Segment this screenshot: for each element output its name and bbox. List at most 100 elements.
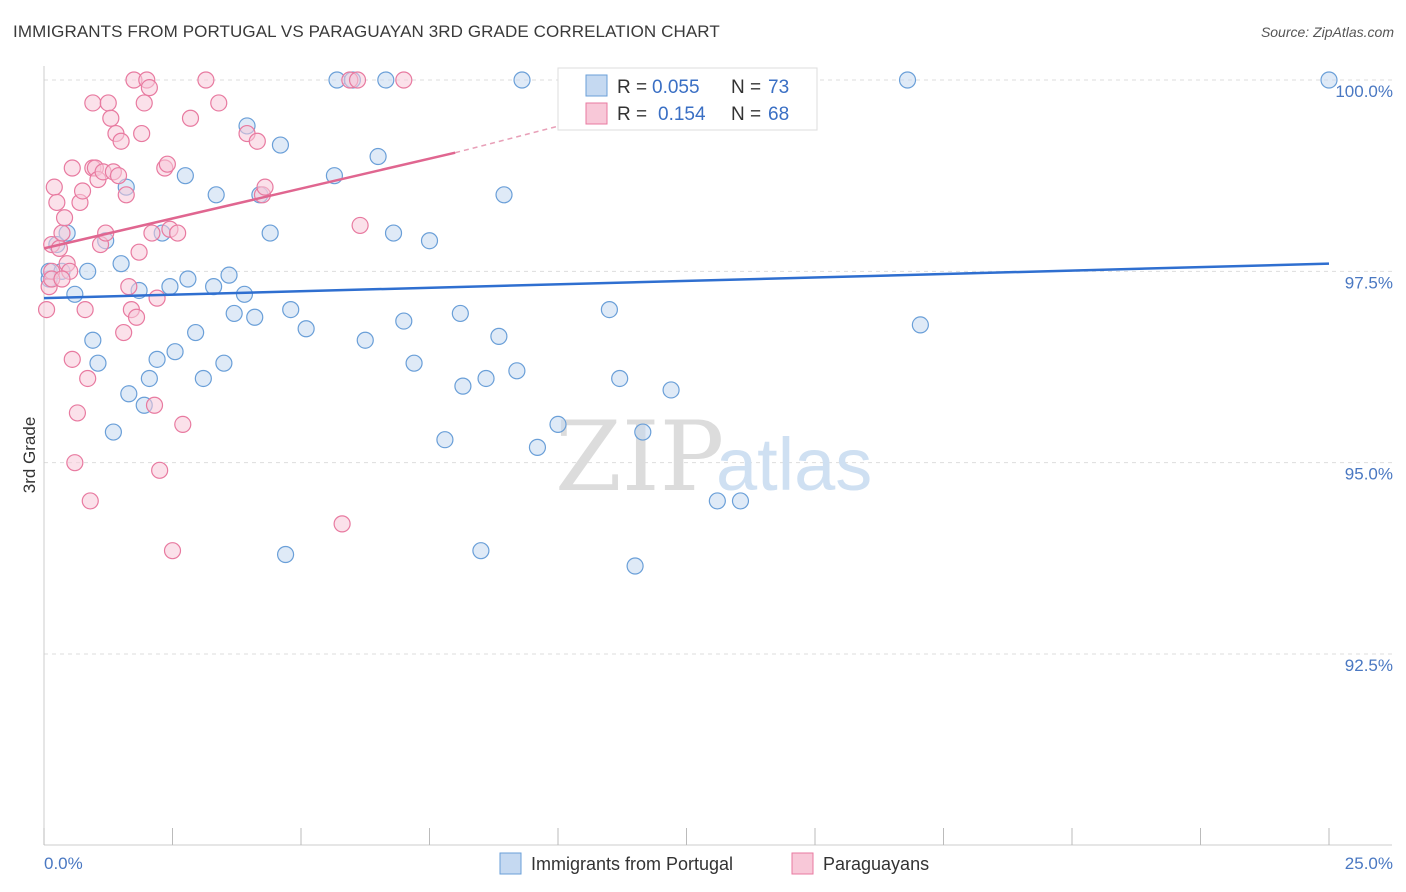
point-s0-66	[731, 492, 750, 510]
point-s1-54	[181, 109, 200, 127]
point-s1-43	[140, 79, 158, 97]
point-s1-52	[169, 224, 187, 242]
legend-r-value-2: 0.154	[658, 104, 706, 125]
legend-swatch-portugal	[585, 74, 608, 97]
point-s1-18	[79, 369, 97, 388]
point-s0-46	[395, 312, 413, 330]
point-s1-51	[163, 542, 182, 560]
point-s0-57	[513, 71, 531, 89]
point-s0-48	[420, 232, 439, 250]
point-s1-4	[45, 178, 63, 196]
point-s1-12	[63, 159, 81, 177]
point-s0-24	[194, 369, 212, 388]
y-tick-label-2: 95.0%	[1345, 465, 1393, 484]
point-s0-13	[120, 385, 138, 403]
point-s1-38	[127, 308, 146, 326]
point-s1-60	[256, 178, 274, 196]
point-s0-61	[611, 369, 629, 388]
point-s0-28	[220, 266, 238, 284]
point-s0-59	[549, 415, 567, 433]
series-legend-swatch-paraguayans	[791, 852, 814, 875]
legend-r-label-1: R =	[617, 77, 647, 98]
chart-source: Source: ZipAtlas.com	[1260, 24, 1394, 40]
point-s0-6	[79, 262, 97, 280]
point-s1-28	[102, 109, 120, 127]
point-s0-69	[911, 316, 929, 334]
point-s0-49	[436, 431, 454, 449]
point-s0-8	[89, 354, 107, 372]
y-axis-label: 3rd Grade	[20, 417, 39, 494]
chart-title: IMMIGRANTS FROM PORTUGAL VS PARAGUAYAN 3…	[13, 22, 720, 41]
point-s1-47	[151, 461, 169, 479]
point-s0-64	[662, 381, 680, 399]
point-s0-44	[377, 71, 395, 89]
point-s1-16	[73, 182, 92, 200]
trend-line-0	[43, 262, 1330, 300]
watermark: ZIP atlas	[555, 401, 872, 513]
point-s0-55	[495, 186, 513, 204]
y-tick-label-0: 100.0%	[1335, 82, 1393, 101]
legend-r-label-2: R =	[617, 104, 647, 125]
point-s1-33	[115, 323, 133, 342]
y-tick-label-1: 97.5%	[1345, 273, 1393, 292]
legend-swatch-paraguayans	[585, 102, 608, 125]
point-s0-32	[246, 308, 264, 326]
legend: R = 0.055 N = 73 R = 0.154 N = 68	[557, 67, 818, 131]
point-s1-53	[174, 415, 192, 433]
point-s1-21	[84, 94, 102, 112]
watermark-zip: ZIP	[555, 401, 724, 513]
legend-r-value-1: 0.055	[652, 77, 700, 98]
point-s0-53	[477, 369, 495, 388]
point-s1-45	[145, 396, 164, 414]
x-tick-label-1: 25.0%	[1345, 854, 1393, 873]
point-s1-56	[210, 94, 228, 112]
trend-line-1	[43, 151, 456, 250]
point-s0-43	[369, 147, 387, 166]
point-s1-11	[63, 350, 81, 368]
point-s1-39	[130, 243, 148, 261]
point-s0-42	[356, 331, 374, 349]
point-s1-13	[66, 454, 84, 472]
point-s0-10	[104, 423, 122, 441]
point-s1-63	[348, 71, 367, 89]
point-s1-46	[148, 289, 166, 307]
point-s0-52	[472, 542, 490, 560]
point-s1-41	[135, 94, 153, 112]
point-s0-60	[600, 301, 619, 319]
point-s1-61	[333, 515, 351, 533]
x-tick-label-0: 0.0%	[44, 854, 83, 873]
point-s1-14	[68, 404, 87, 422]
point-s0-27	[215, 354, 233, 372]
point-s1-44	[143, 224, 161, 242]
point-s1-34	[117, 186, 135, 204]
point-s0-30	[235, 285, 254, 303]
point-s1-40	[133, 124, 151, 143]
point-s1-7	[53, 224, 71, 242]
point-s1-17	[76, 301, 94, 319]
point-s1-58	[248, 132, 266, 150]
point-s0-35	[271, 136, 290, 154]
point-s0-50	[451, 304, 469, 323]
series-legend: Immigrants from Portugal Paraguayans	[499, 852, 929, 875]
legend-n-value-1: 73	[768, 77, 789, 98]
point-s0-70	[1320, 71, 1338, 89]
tick-labels: 100.0% 97.5% 95.0% 92.5% 0.0% 25.0%	[44, 82, 1393, 873]
point-s1-35	[120, 278, 138, 296]
point-s0-26	[207, 186, 225, 204]
legend-n-label-2: N =	[731, 104, 761, 125]
point-s0-54	[490, 327, 508, 345]
point-s0-34	[261, 224, 279, 242]
legend-n-value-2: 68	[768, 104, 789, 125]
point-s0-16	[140, 369, 158, 388]
point-s1-67	[53, 270, 71, 288]
point-s0-11	[112, 255, 130, 273]
point-s0-58	[528, 438, 547, 456]
point-s0-65	[708, 492, 726, 510]
point-s0-56	[508, 362, 526, 380]
series-legend-paraguayans: Paraguayans	[823, 854, 929, 874]
point-s0-20	[166, 343, 184, 361]
point-s1-32	[112, 132, 130, 150]
point-s0-68	[898, 71, 917, 89]
point-s1-27	[99, 94, 117, 112]
